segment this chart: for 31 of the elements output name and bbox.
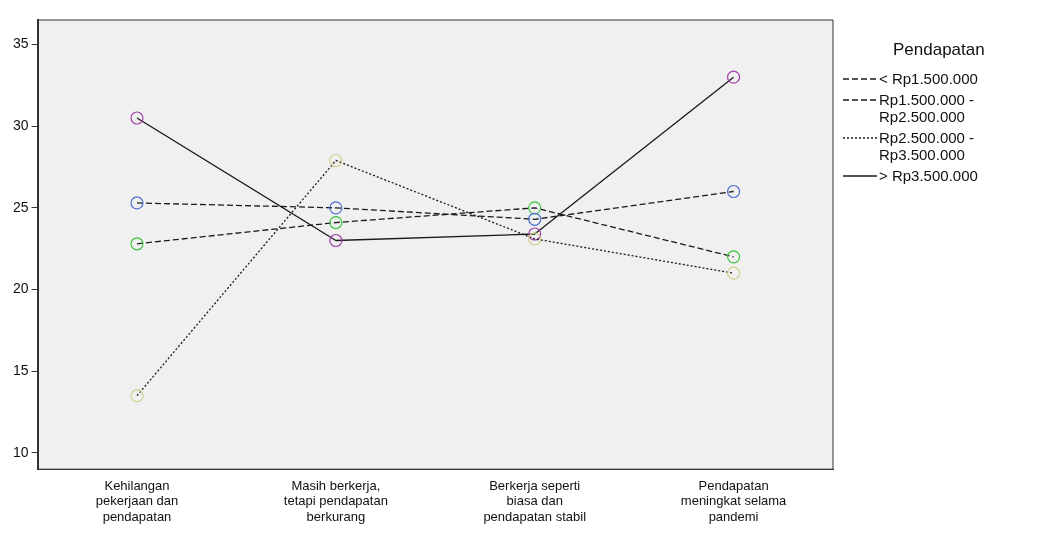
point xyxy=(726,70,741,84)
x-tick-label: Pendapatan meningkat selama pandemi xyxy=(680,477,788,524)
point xyxy=(130,389,144,403)
y-tick-label: 20 xyxy=(12,280,29,297)
y-tick-label: 30 xyxy=(12,117,29,134)
x-tick-label: Masih berkerja, tetapi pendapatan berkurang xyxy=(283,477,388,524)
point xyxy=(130,196,144,210)
legend-label: < Rp1.500.000 xyxy=(879,70,978,87)
x-tick-label: Berkerja seperti biasa dan pendapatan stabil xyxy=(483,477,587,524)
point xyxy=(726,250,741,264)
y-tick-label: 15 xyxy=(12,362,29,379)
point xyxy=(329,233,343,248)
point xyxy=(329,201,343,215)
point xyxy=(130,237,144,251)
x-tick-label: Kehilangan pekerjaan dan pendapatan xyxy=(95,477,179,524)
point xyxy=(130,111,144,125)
legend-label: Rp2.500.000 - Rp3.500.000 xyxy=(879,129,976,163)
point xyxy=(726,266,741,280)
y-tick-label: 10 xyxy=(12,443,29,460)
y-tick-label: 25 xyxy=(12,198,29,215)
point xyxy=(528,212,542,226)
legend-label: Rp1.500.000 - Rp2.500.000 xyxy=(879,91,976,125)
point xyxy=(329,153,343,168)
y-tick-label: 35 xyxy=(12,35,29,52)
legend-label: > Rp3.500.000 xyxy=(879,167,978,184)
legend-title: Pendapatan xyxy=(893,40,986,60)
point xyxy=(329,215,343,230)
point xyxy=(528,201,542,215)
point xyxy=(528,227,542,241)
point xyxy=(528,232,542,246)
point xyxy=(726,184,741,199)
